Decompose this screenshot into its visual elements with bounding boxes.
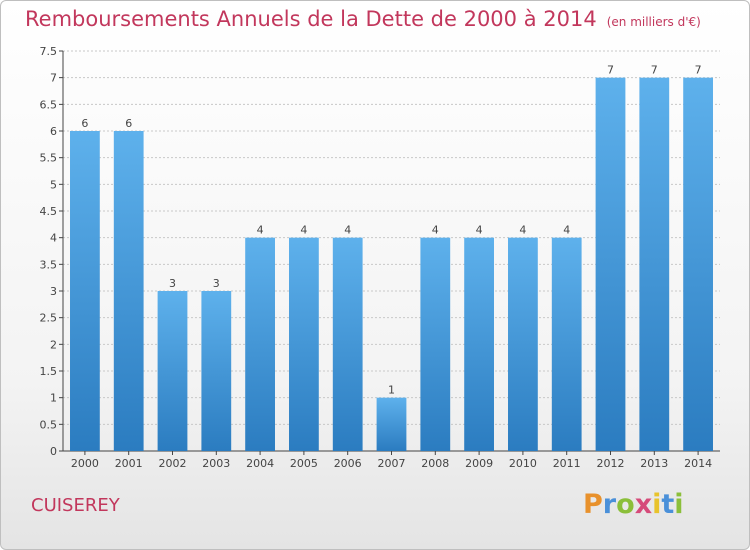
- bar: [157, 291, 188, 451]
- data-label: 4: [519, 224, 526, 237]
- data-label: 7: [607, 64, 614, 77]
- bar: [508, 237, 538, 451]
- bar: [289, 237, 319, 451]
- data-label: 7: [695, 64, 702, 77]
- bar: [683, 77, 713, 452]
- data-label: 4: [476, 224, 483, 237]
- bar: [245, 237, 275, 451]
- x-tick-label: 2005: [290, 457, 318, 470]
- y-tick-label: 3: [50, 285, 57, 298]
- x-tick-label: 2006: [334, 457, 362, 470]
- bar: [376, 397, 407, 451]
- x-tick-label: 2009: [465, 457, 493, 470]
- bar: [201, 291, 232, 451]
- data-label: 6: [125, 117, 132, 130]
- logo-letter: i: [652, 489, 662, 520]
- y-tick-label: 2.5: [40, 312, 58, 325]
- x-tick-label: 2014: [684, 457, 712, 470]
- commune-name: CUISEREY: [31, 495, 120, 516]
- y-tick-label: 6: [50, 125, 57, 138]
- y-tick-label: 7.5: [40, 45, 58, 58]
- x-tick-label: 2002: [159, 457, 187, 470]
- chart-title: Remboursements Annuels de la Dette de 20…: [25, 7, 701, 31]
- y-tick-label: 7: [50, 72, 57, 85]
- bar: [595, 77, 626, 452]
- logo-letter: o: [616, 489, 635, 520]
- data-label: 7: [651, 64, 658, 77]
- data-label: 3: [169, 277, 176, 290]
- x-tick-label: 2011: [553, 457, 581, 470]
- y-tick-label: 3.5: [40, 258, 58, 271]
- data-label: 4: [432, 224, 439, 237]
- y-tick-label: 5: [50, 178, 57, 191]
- data-label: 3: [213, 277, 220, 290]
- x-tick-label: 2007: [378, 457, 406, 470]
- data-label: 4: [257, 224, 264, 237]
- data-label: 4: [563, 224, 570, 237]
- x-tick-label: 2000: [71, 457, 99, 470]
- x-tick-label: 2010: [509, 457, 537, 470]
- y-tick-label: 2: [50, 338, 57, 351]
- bar: [332, 237, 363, 451]
- bar: [113, 131, 144, 451]
- logo-letter: i: [674, 489, 684, 520]
- logo-letter: P: [583, 489, 603, 520]
- x-tick-label: 2013: [640, 457, 668, 470]
- y-tick-label: 4.5: [40, 205, 58, 218]
- title-text: Remboursements Annuels de la Dette de 20…: [25, 7, 597, 31]
- data-label: 6: [81, 117, 88, 130]
- unit-label: (en milliers d'€): [606, 15, 701, 29]
- bar: [639, 77, 670, 452]
- data-label: 4: [300, 224, 307, 237]
- y-tick-label: 5.5: [40, 152, 58, 165]
- x-tick-label: 2012: [597, 457, 625, 470]
- y-tick-label: 6.5: [40, 98, 58, 111]
- y-tick-label: 1.5: [40, 365, 58, 378]
- y-tick-label: 4: [50, 232, 57, 245]
- proxiti-logo: Proxiti: [583, 489, 684, 520]
- x-tick-label: 2008: [421, 457, 449, 470]
- x-tick-label: 2003: [202, 457, 230, 470]
- y-tick-label: 1: [50, 392, 57, 405]
- logo-letter: x: [634, 489, 653, 520]
- x-tick-label: 2004: [246, 457, 274, 470]
- bar: [70, 131, 100, 451]
- bar: [420, 237, 451, 451]
- bar: [551, 237, 582, 451]
- data-label: 1: [388, 384, 395, 397]
- x-tick-label: 2001: [115, 457, 143, 470]
- logo-letter: r: [602, 489, 617, 520]
- y-tick-label: 0: [50, 445, 57, 458]
- bar: [464, 237, 494, 451]
- logo-letter: t: [661, 489, 675, 520]
- data-label: 4: [344, 224, 351, 237]
- y-tick-label: 0.5: [40, 418, 58, 431]
